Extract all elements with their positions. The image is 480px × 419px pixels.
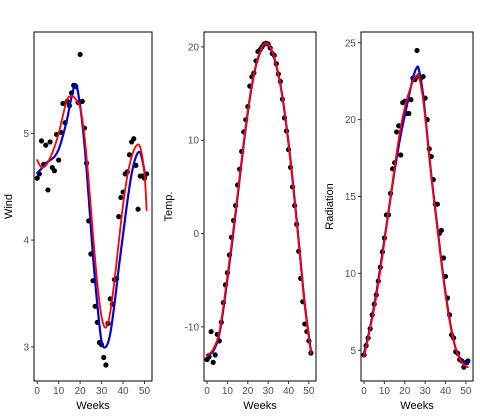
wind-data-point xyxy=(77,51,83,58)
wind-plot-frame xyxy=(33,31,153,382)
temperature-x-tick-label: 10 xyxy=(222,386,234,397)
temperature-data-point xyxy=(212,352,218,358)
wind-data-point xyxy=(103,362,109,368)
wind-data-point xyxy=(51,168,57,174)
radiation-x-tick-label: 20 xyxy=(399,386,411,397)
radiation-data-point xyxy=(438,227,445,233)
wind-data-point xyxy=(101,354,107,361)
wind-data-point xyxy=(47,139,53,145)
radiation-data-point xyxy=(414,47,420,54)
temperature-x-tick-label: 0 xyxy=(204,386,210,397)
temperature-y-tick-label: 0 xyxy=(193,229,199,240)
wind-x-axis-title: Weeks xyxy=(76,400,110,412)
temperature-plot-frame xyxy=(203,31,317,382)
radiation-x-tick-label: 0 xyxy=(361,386,367,397)
temperature-x-tick-label: 40 xyxy=(283,386,295,397)
radiation-data-point xyxy=(398,152,404,158)
wind-data-point xyxy=(45,187,51,193)
wind-x-tick-label: 20 xyxy=(75,386,87,397)
radiation-y-tick-label: 25 xyxy=(345,38,357,49)
wind-data-point xyxy=(60,100,66,107)
wind-data-point xyxy=(131,136,137,142)
temperature-data-point xyxy=(208,328,214,335)
wind-x-tick-label: 50 xyxy=(139,386,151,397)
temperature-red-fit-line xyxy=(206,42,312,357)
radiation-y-tick-label: 15 xyxy=(345,192,357,203)
radiation-x-tick-label: 50 xyxy=(460,386,472,397)
radiation-y-tick-label: 10 xyxy=(345,269,357,280)
wind-x-tick-label: 0 xyxy=(34,386,40,397)
radiation-y-tick-label: 20 xyxy=(345,115,357,126)
wind-y-tick-label: 4 xyxy=(23,236,29,247)
radiation-plot-frame xyxy=(360,31,474,382)
temperature-y-tick-label: -10 xyxy=(185,322,200,333)
radiation-data-point xyxy=(420,73,426,80)
wind-data-point xyxy=(116,214,122,220)
wind-data-point xyxy=(118,194,124,201)
wind-data-point xyxy=(79,98,85,104)
wind-y-tick-label: 3 xyxy=(23,342,29,353)
wind-data-point xyxy=(34,175,40,181)
radiation-data-point xyxy=(408,97,414,103)
radiation-red-fit-line xyxy=(363,73,469,369)
wind-x-tick-label: 40 xyxy=(117,386,129,397)
radiation-x-tick-label: 10 xyxy=(379,386,391,397)
wind-data-point xyxy=(56,157,62,163)
radiation-x-axis-title: Weeks xyxy=(400,400,434,412)
temperature-data-point xyxy=(210,359,216,365)
temperature-x-tick-label: 50 xyxy=(303,386,315,397)
radiation-panel: 0 10 20 30 40 50 5 10 15 20 25 Weeks Radiation xyxy=(324,31,474,412)
temperature-x-tick-label: 30 xyxy=(263,386,275,397)
radiation-blue-fit-line xyxy=(362,65,470,366)
wind-data-point xyxy=(135,206,141,212)
temperature-y-axis-title: Temp. xyxy=(163,192,175,222)
radiation-data-point xyxy=(394,129,400,135)
radiation-x-tick-label: 40 xyxy=(440,386,452,397)
temperature-x-tick-label: 20 xyxy=(242,386,254,397)
radiation-data-point xyxy=(406,110,412,117)
wind-data-point xyxy=(38,138,45,144)
wind-panel: 0 10 20 30 40 50 3 4 5 Weeks Wind xyxy=(3,31,153,412)
wind-y-tick-label: 5 xyxy=(23,129,29,140)
wind-red-fit-line xyxy=(36,95,148,329)
wind-x-tick-label: 10 xyxy=(53,386,65,397)
temperature-panel: 0 10 20 30 40 50 -10 0 10 20 Weeks Temp. xyxy=(163,31,317,412)
radiation-y-tick-label: 5 xyxy=(350,346,356,357)
wind-x-tick-label: 30 xyxy=(96,386,108,397)
wind-data-point xyxy=(43,142,49,148)
radiation-y-axis-title: Radiation xyxy=(324,183,336,229)
radiation-x-tick-label: 30 xyxy=(420,386,432,397)
temperature-x-axis-title: Weeks xyxy=(243,400,277,412)
wind-y-axis-title: Wind xyxy=(3,194,15,219)
temperature-y-tick-label: 10 xyxy=(188,136,200,147)
radiation-data-point xyxy=(434,201,440,207)
wind-data-point xyxy=(126,152,133,158)
temperature-y-tick-label: 20 xyxy=(188,42,200,53)
wind-blue-fit-line xyxy=(36,83,146,349)
radiation-data-point xyxy=(465,358,471,364)
